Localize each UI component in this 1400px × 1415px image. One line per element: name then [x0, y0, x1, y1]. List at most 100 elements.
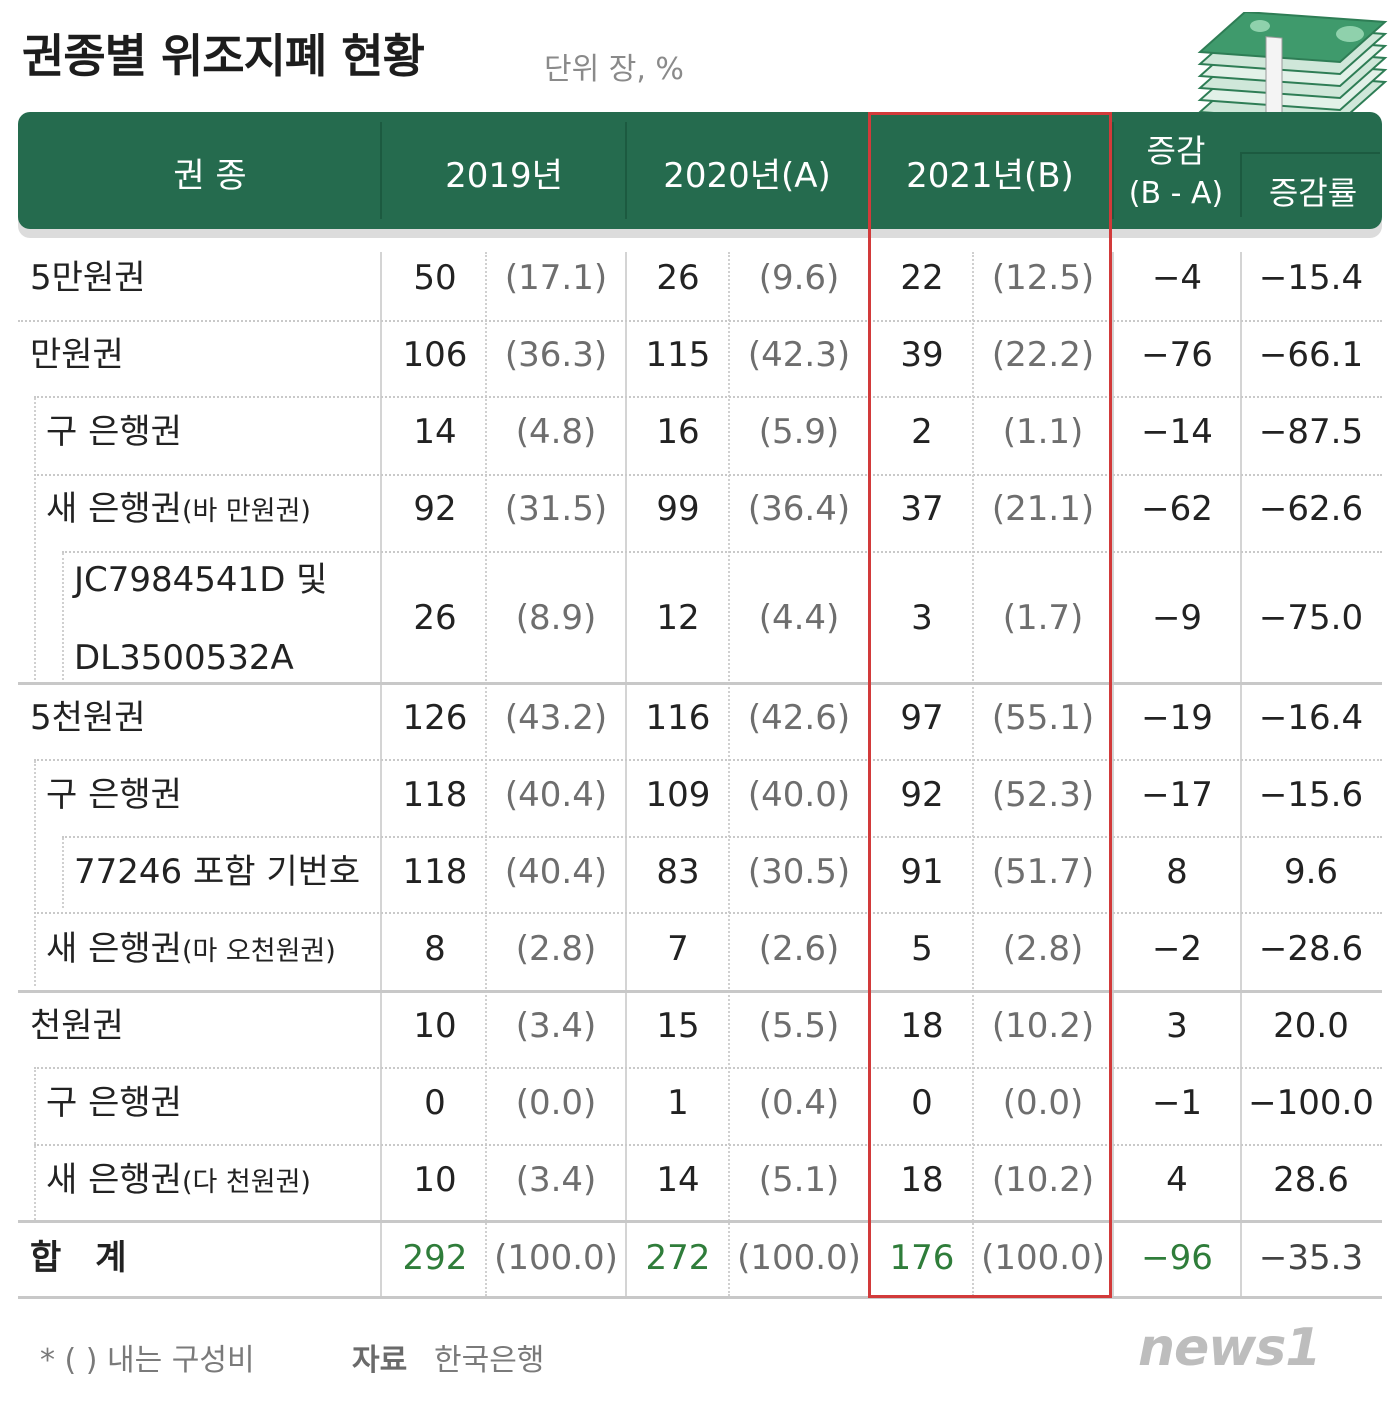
cell-v2019: 92	[413, 489, 457, 529]
row-label-text: 5만원권	[30, 258, 146, 298]
cell-p2019: (3.4)	[515, 1160, 597, 1200]
cell-p2021: (55.1)	[991, 698, 1095, 738]
header-diff: 증감	[1146, 132, 1206, 170]
header-2021: 2021년(B)	[906, 156, 1074, 196]
cell-rate: −62.6	[1258, 489, 1364, 529]
row-separator	[18, 1296, 1382, 1299]
header-divider	[625, 122, 627, 219]
cell-diff: −62	[1141, 489, 1213, 529]
cell-v2021: 91	[900, 852, 944, 892]
cell-p2021: (12.5)	[991, 258, 1095, 298]
row-label: 천원권	[30, 1006, 124, 1046]
row-label: 구 은행권	[46, 775, 182, 815]
cell-p2019: (0.0)	[515, 1083, 597, 1123]
row-separator	[34, 396, 1382, 398]
header-category: 권 종	[173, 156, 247, 196]
indent-guide	[62, 838, 64, 908]
cell-v2020: 1	[667, 1083, 689, 1123]
cell-diff: −4	[1151, 258, 1203, 298]
row-label: 5천원권	[30, 698, 145, 738]
cell-v2021: 97	[900, 698, 944, 738]
row-label-text: 새 은행권	[46, 929, 182, 969]
row-separator	[62, 836, 1382, 838]
cell-p2019: (40.4)	[504, 852, 608, 892]
row-separator	[34, 1144, 1382, 1146]
cell-p2020: (30.5)	[747, 852, 851, 892]
cell-rate: −35.3	[1258, 1238, 1364, 1278]
cell-v2021: 18	[900, 1160, 944, 1200]
cell-p2020: (9.6)	[758, 258, 840, 298]
cell-v2020: 83	[656, 852, 700, 892]
cell-v2019: 50	[413, 258, 457, 298]
cell-rate: −66.1	[1258, 335, 1364, 375]
indent-guide	[62, 553, 64, 680]
cell-v2020: 15	[656, 1006, 700, 1046]
row-label-text: 77246 포함 기번호	[74, 852, 361, 892]
row-label-note: (바 만원권)	[181, 496, 311, 527]
row-separator	[34, 1067, 1382, 1069]
cell-v2021: 22	[900, 258, 944, 298]
cell-rate: −28.6	[1258, 929, 1364, 969]
row-separator	[18, 1220, 1382, 1223]
cell-v2021: 39	[900, 335, 944, 375]
cell-diff: −19	[1141, 698, 1213, 738]
row-label-line: JC7984541D 및	[74, 560, 328, 600]
cell-p2020: (5.9)	[758, 412, 840, 452]
cell-v2019: 118	[402, 852, 468, 892]
header-divider	[380, 122, 382, 219]
cell-v2019: 14	[413, 412, 457, 452]
row-label: 77246 포함 기번호	[74, 852, 360, 892]
cell-v2019: 10	[413, 1160, 457, 1200]
cell-v2021: 37	[900, 489, 944, 529]
cell-p2021: (0.0)	[1002, 1083, 1084, 1123]
cell-v2019: 8	[424, 929, 446, 969]
header-2020: 2020년(A)	[663, 156, 831, 196]
cell-p2019: (8.9)	[515, 598, 597, 638]
cell-v2019: 118	[402, 775, 468, 815]
cell-v2021: 3	[911, 598, 933, 638]
row-label-line: DL3500532A	[74, 638, 294, 678]
subcolumn-divider	[728, 252, 730, 1296]
row-label-note: (다 천원권)	[181, 1167, 311, 1198]
column-divider	[625, 252, 627, 1296]
cell-v2019: 292	[402, 1238, 468, 1278]
cell-diff: 4	[1166, 1160, 1188, 1200]
cell-p2019: (4.8)	[515, 412, 597, 452]
cell-rate: −75.0	[1258, 598, 1364, 638]
header-rate: 증감률	[1268, 174, 1358, 212]
cell-p2021: (2.8)	[1002, 929, 1084, 969]
cell-v2019: 126	[402, 698, 468, 738]
row-separator	[34, 912, 1382, 914]
row-label-note: (마 오천원권)	[181, 936, 336, 967]
cell-p2019: (100.0)	[494, 1238, 618, 1278]
cell-diff: −76	[1141, 335, 1213, 375]
row-label: JC7984541D 및 DL3500532A	[74, 560, 327, 678]
row-label-text: 새 은행권	[46, 489, 182, 529]
unit-label: 단위 장, %	[544, 52, 684, 87]
row-label: 5만원권	[30, 258, 145, 298]
cell-rate: 20.0	[1273, 1006, 1349, 1046]
row-label: 만원권	[30, 335, 124, 375]
cell-p2019: (2.8)	[515, 929, 597, 969]
cell-p2021: (1.7)	[1002, 598, 1084, 638]
footnote: * ( ) 내는 구성비	[40, 1343, 255, 1378]
indent-guide	[34, 398, 36, 680]
cell-p2020: (36.4)	[747, 489, 851, 529]
cell-p2020: (5.5)	[758, 1006, 840, 1046]
subcolumn-divider	[485, 252, 487, 1296]
cell-p2019: (17.1)	[504, 258, 608, 298]
cell-v2020: 16	[656, 412, 700, 452]
cell-p2020: (0.4)	[758, 1083, 840, 1123]
row-label: 새 은행권(마 오천원권)	[46, 929, 336, 972]
cell-p2020: (40.0)	[747, 775, 851, 815]
cell-v2020: 272	[645, 1238, 711, 1278]
cell-p2020: (100.0)	[737, 1238, 861, 1278]
row-separator	[34, 474, 1382, 476]
cell-v2020: 115	[645, 335, 711, 375]
row-separator	[18, 990, 1382, 993]
cell-v2020: 109	[645, 775, 711, 815]
cell-p2019: (40.4)	[504, 775, 608, 815]
cell-v2021: 5	[911, 929, 933, 969]
cell-v2020: 116	[645, 698, 711, 738]
cell-rate: −87.5	[1258, 412, 1364, 452]
